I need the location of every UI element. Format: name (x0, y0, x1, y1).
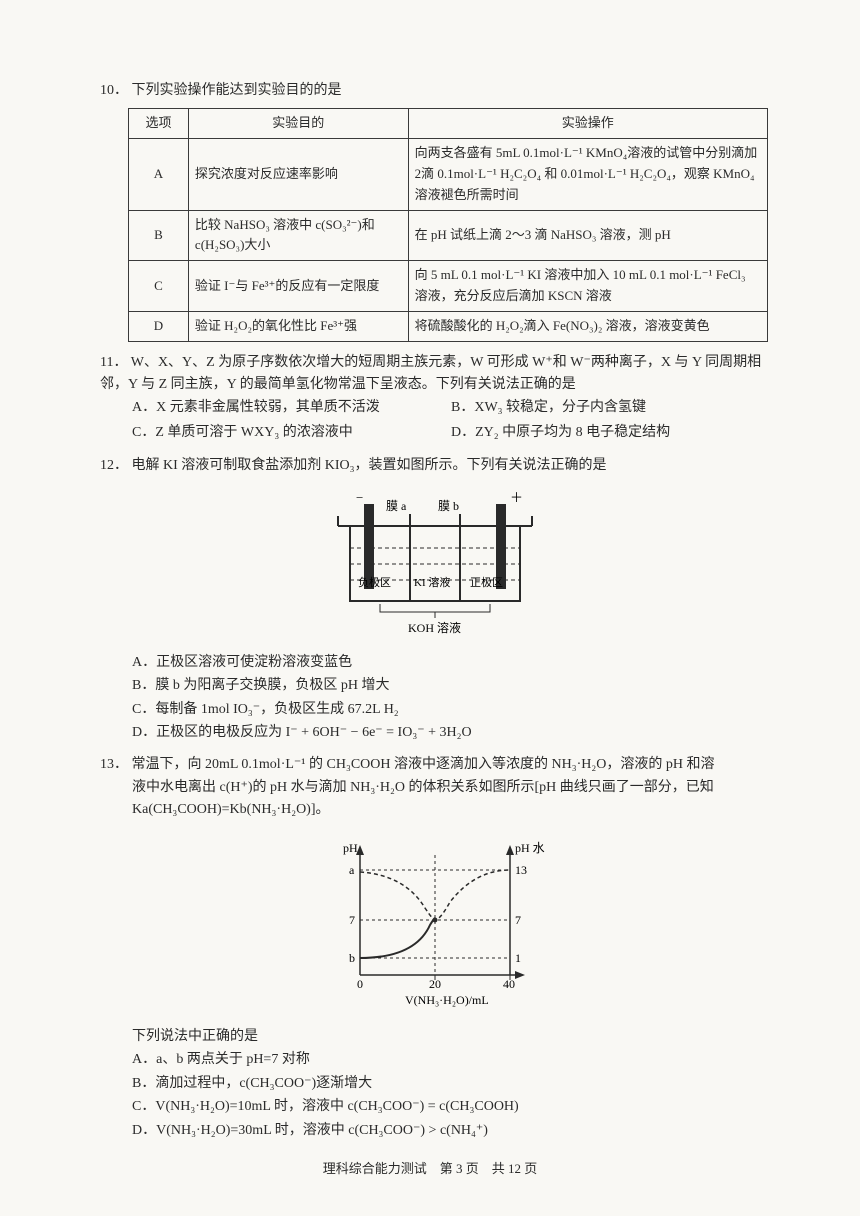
question-12: 12． 电解 KI 溶液可制取食盐添加剂 KIO₃，装置如图所示。下列有关说法正… (100, 455, 770, 744)
q13-stem-l3: Ka(CH₃COOH)=Kb(NH₃·H₂O)]。 (132, 799, 770, 821)
th-option: 选项 (129, 109, 189, 139)
svg-text:正极区: 正极区 (470, 575, 503, 589)
table-row: A 探究浓度对反应速率影响 向两支各盛有 5mL 0.1mol·L⁻¹ KMnO… (129, 139, 768, 210)
q12-stem: 电解 KI 溶液可制取食盐添加剂 KIO₃，装置如图所示。下列有关说法正确的是 (132, 458, 607, 473)
q12-options: A．正极区溶液可使淀粉溶液变蓝色 B．膜 b 为阳离子交换膜，负极区 pH 增大… (132, 652, 770, 745)
cell-opt: A (129, 139, 189, 210)
q11-stem: W、X、Y、Z 为原子序数依次增大的短周期主族元素，W 可形成 W⁺和 W⁻两种… (100, 355, 761, 392)
svg-text:b: b (349, 951, 355, 965)
q11-opt-d: D．ZY₂ 中原子均为 8 电子稳定结构 (451, 422, 770, 444)
svg-text:pH 水: pH 水 (515, 841, 545, 855)
cell-opt: B (129, 210, 189, 261)
q13-opt-d: D．V(NH₃·H₂O)=30mL 时，溶液中 c(CH₃COO⁻) > c(N… (132, 1120, 770, 1142)
exam-page: 10． 下列实验操作能达到实验目的的是 选项 实验目的 实验操作 A 探究浓度对… (0, 0, 860, 1216)
cell-operation: 在 pH 试纸上滴 2～3 滴 NaHSO₃ 溶液，测 pH (408, 210, 767, 261)
q13-opt-a: A．a、b 两点关于 pH=7 对称 (132, 1049, 770, 1071)
q12-number: 12． (100, 458, 128, 473)
svg-text:40: 40 (503, 977, 515, 991)
svg-text:pH: pH (343, 841, 358, 855)
q13-stem-l1: 常温下，向 20mL 0.1mol·L⁻¹ 的 CH₃COOH 溶液中逐滴加入等… (132, 757, 715, 772)
svg-text:膜 b: 膜 b (438, 499, 459, 513)
q10-table: 选项 实验目的 实验操作 A 探究浓度对反应速率影响 向两支各盛有 5mL 0.… (128, 108, 768, 341)
q11-options: A．X 元素非金属性较弱，其单质不活泼 B．XW₃ 较稳定，分子内含氢键 C．Z… (132, 396, 770, 445)
svg-text:7: 7 (349, 913, 355, 927)
table-row: C 验证 I⁻与 Fe³⁺的反应有一定限度 向 5 mL 0.1 mol·L⁻¹… (129, 261, 768, 312)
svg-text:a: a (349, 863, 355, 877)
electrolysis-diagram-icon: − ＋ 膜 a 膜 b 负极区 KI 溶液 正极区 KOH 溶液 (320, 486, 550, 636)
cell-opt: D (129, 311, 189, 341)
q12-figure: − ＋ 膜 a 膜 b 负极区 KI 溶液 正极区 KOH 溶液 (100, 486, 770, 644)
q13-figure: pH pH 水 a 7 b 13 7 1 0 20 40 V(NH₃·H₂O)/… (100, 830, 770, 1018)
svg-text:KI 溶液: KI 溶液 (414, 575, 450, 589)
page-footer: 理科综合能力测试 第 3 页 共 12 页 (0, 1159, 860, 1180)
svg-text:膜 a: 膜 a (386, 499, 407, 513)
q12-opt-d: D．正极区的电极反应为 I⁻ + 6OH⁻ − 6e⁻ = IO₃⁻ + 3H₂… (132, 722, 770, 744)
q13-opt-b: B．滴加过程中，c(CH₃COO⁻)逐渐增大 (132, 1073, 770, 1095)
ph-chart-icon: pH pH 水 a 7 b 13 7 1 0 20 40 V(NH₃·H₂O)/… (315, 830, 555, 1010)
q11-opt-b: B．XW₃ 较稳定，分子内含氢键 (451, 397, 770, 419)
q13-options: A．a、b 两点关于 pH=7 对称 B．滴加过程中，c(CH₃COO⁻)逐渐增… (132, 1049, 770, 1142)
svg-text:13: 13 (515, 863, 527, 877)
q11-opt-a: A．X 元素非金属性较弱，其单质不活泼 (132, 397, 451, 419)
svg-text:−: − (356, 490, 363, 505)
q13-prompt: 下列说法中正确的是 (132, 1026, 770, 1048)
th-purpose: 实验目的 (188, 109, 408, 139)
cell-operation: 将硫酸酸化的 H₂O₂滴入 Fe(NO₃)₂ 溶液，溶液变黄色 (408, 311, 767, 341)
q13-number: 13． (100, 757, 128, 772)
svg-text:V(NH₃·H₂O)/mL: V(NH₃·H₂O)/mL (405, 993, 489, 1007)
th-operation: 实验操作 (408, 109, 767, 139)
svg-text:负极区: 负极区 (358, 575, 391, 589)
q10-number: 10． (100, 83, 128, 98)
question-13: 13． 常温下，向 20mL 0.1mol·L⁻¹ 的 CH₃COOH 溶液中逐… (100, 754, 770, 1142)
question-10: 10． 下列实验操作能达到实验目的的是 选项 实验目的 实验操作 A 探究浓度对… (100, 80, 770, 342)
cell-operation: 向 5 mL 0.1 mol·L⁻¹ KI 溶液中加入 10 mL 0.1 mo… (408, 261, 767, 312)
table-row: D 验证 H₂O₂的氧化性比 Fe³⁺强 将硫酸酸化的 H₂O₂滴入 Fe(NO… (129, 311, 768, 341)
cell-purpose: 验证 H₂O₂的氧化性比 Fe³⁺强 (188, 311, 408, 341)
q12-opt-c: C．每制备 1mol IO₃⁻，负极区生成 67.2L H₂ (132, 699, 770, 721)
q11-opt-c: C．Z 单质可溶于 WXY₃ 的浓溶液中 (132, 422, 451, 444)
svg-text:1: 1 (515, 951, 521, 965)
svg-text:0: 0 (357, 977, 363, 991)
cell-purpose: 探究浓度对反应速率影响 (188, 139, 408, 210)
cell-purpose: 验证 I⁻与 Fe³⁺的反应有一定限度 (188, 261, 408, 312)
svg-text:＋: ＋ (510, 490, 523, 505)
q12-opt-a: A．正极区溶液可使淀粉溶液变蓝色 (132, 652, 770, 674)
q11-number: 11． (100, 355, 127, 370)
cell-operation: 向两支各盛有 5mL 0.1mol·L⁻¹ KMnO₄溶液的试管中分别滴加2滴 … (408, 139, 767, 210)
q12-opt-b: B．膜 b 为阳离子交换膜，负极区 pH 增大 (132, 675, 770, 697)
q10-stem: 下列实验操作能达到实验目的的是 (132, 83, 342, 98)
q13-stem-l2: 液中水电离出 c(H⁺)的 pH 水与滴加 NH₃·H₂O 的体积关系如图所示[… (132, 777, 770, 799)
table-header-row: 选项 实验目的 实验操作 (129, 109, 768, 139)
svg-text:7: 7 (515, 913, 521, 927)
question-11: 11． W、X、Y、Z 为原子序数依次增大的短周期主族元素，W 可形成 W⁺和 … (100, 352, 770, 446)
svg-text:KOH 溶液: KOH 溶液 (408, 620, 461, 635)
table-row: B 比较 NaHSO₃ 溶液中 c(SO₃²⁻)和c(H₂SO₃)大小 在 pH… (129, 210, 768, 261)
cell-opt: C (129, 261, 189, 312)
q13-opt-c: C．V(NH₃·H₂O)=10mL 时，溶液中 c(CH₃COO⁻) = c(C… (132, 1096, 770, 1118)
cell-purpose: 比较 NaHSO₃ 溶液中 c(SO₃²⁻)和c(H₂SO₃)大小 (188, 210, 408, 261)
